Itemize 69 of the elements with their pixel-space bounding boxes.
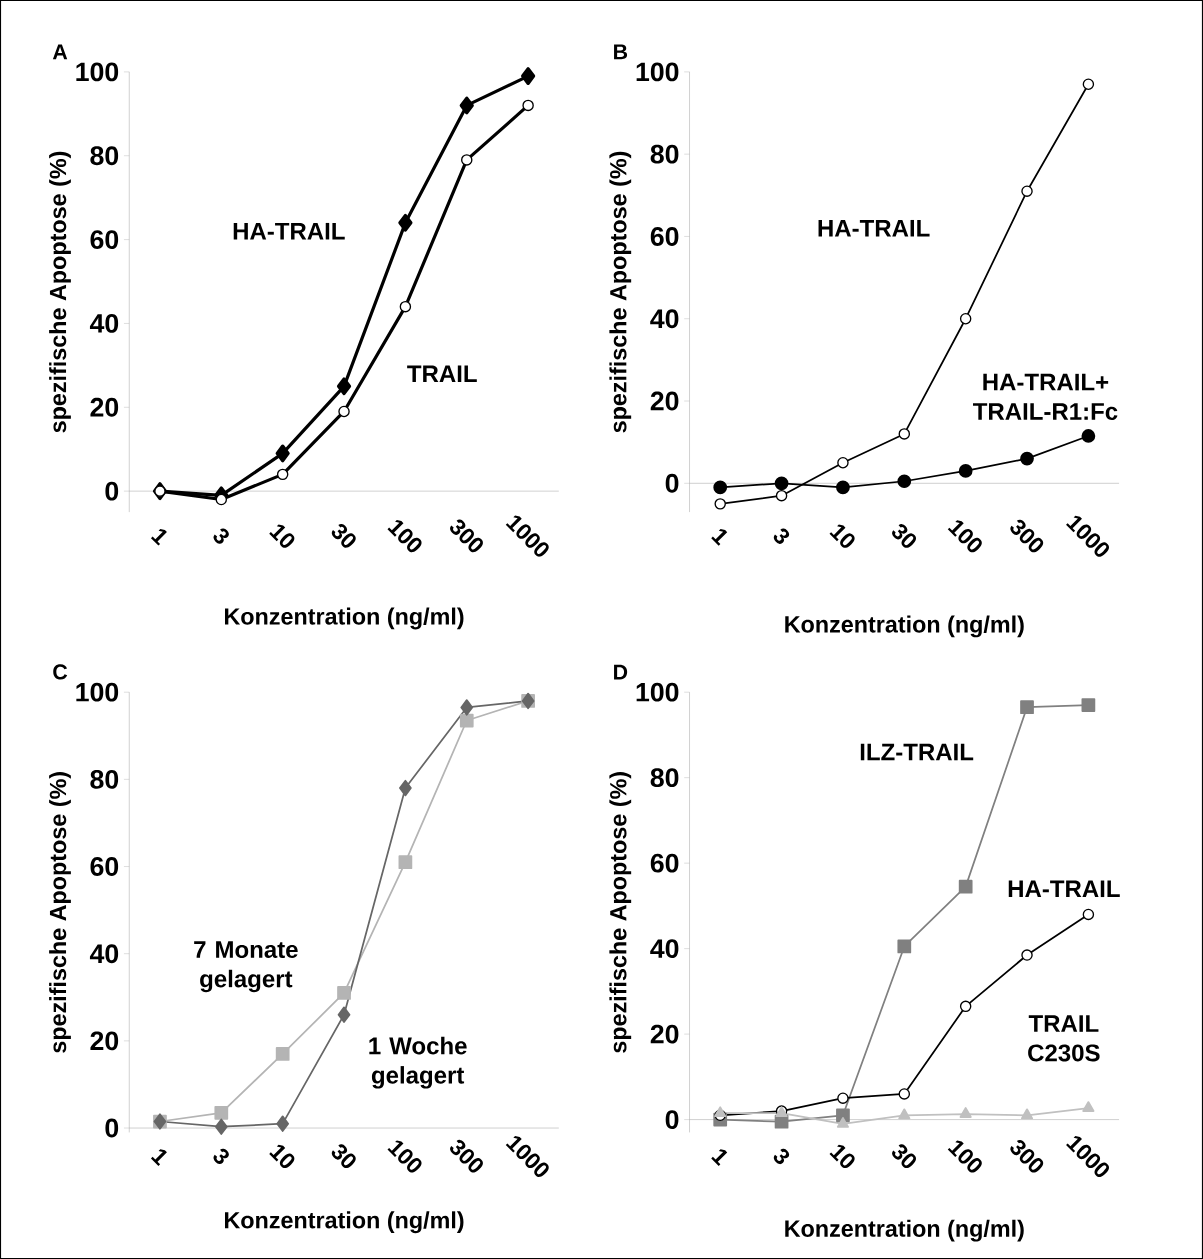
x-tick-label: 300 bbox=[1010, 519, 1044, 553]
chart-title: A bbox=[52, 44, 68, 60]
x-tick-label: 3 bbox=[773, 528, 790, 544]
x-tick-label: 30 bbox=[892, 1144, 917, 1169]
y-tick-label: 20 bbox=[90, 1031, 119, 1051]
series-label: HA-TRAIL+ TRAIL-R1:Fc bbox=[973, 373, 1118, 420]
x-tick-label: 100 bbox=[947, 1140, 982, 1173]
y-tick-label: 40 bbox=[650, 309, 679, 329]
x-axis-title: Konzentration (ng/ml) bbox=[225, 1211, 464, 1234]
y-axis-title: spezifische Apoptose (%) bbox=[49, 151, 71, 433]
y-tick-label: 100 bbox=[76, 682, 119, 702]
y-tick-label: 20 bbox=[650, 1024, 679, 1044]
x-axis-title: Konzentration (ng/ml) bbox=[785, 615, 1024, 638]
y-tick-label: 80 bbox=[650, 768, 679, 788]
chart-title: B bbox=[614, 44, 628, 60]
y-axis-title: spezifische Apoptose (%) bbox=[609, 151, 632, 433]
y-tick-label: 60 bbox=[650, 853, 679, 873]
x-tick-label: 3 bbox=[773, 1148, 790, 1165]
y-tick-label: 100 bbox=[636, 682, 679, 702]
y-tick-label: 0 bbox=[105, 1118, 119, 1138]
x-tick-label: 10 bbox=[829, 524, 855, 548]
y-tick-label: 40 bbox=[89, 944, 119, 964]
series-label: ILZ-TRAIL bbox=[860, 743, 974, 761]
x-axis-title: Konzentration (ng/ml) bbox=[225, 607, 464, 630]
x-tick-label: 3 bbox=[213, 1148, 229, 1165]
series-label: 1 Woche gelagert bbox=[369, 1036, 467, 1089]
y-tick-label: 80 bbox=[650, 144, 679, 164]
x-tick-label: 3 bbox=[213, 528, 229, 544]
series-label: TRAIL C230S bbox=[1028, 1015, 1100, 1062]
y-axis-title: spezifische Apoptose (%) bbox=[609, 772, 632, 1053]
x-tick-label: 10 bbox=[269, 1144, 295, 1169]
x-tick-label: 30 bbox=[331, 1144, 356, 1169]
x-axis-title: Konzentration (ng/ml) bbox=[785, 1219, 1024, 1242]
y-tick-label: 20 bbox=[90, 397, 119, 417]
y-tick-label: 40 bbox=[89, 314, 119, 333]
x-tick-label: 1 bbox=[150, 528, 167, 546]
y-tick-label: 0 bbox=[105, 481, 119, 501]
y-tick-label: 0 bbox=[665, 1110, 679, 1130]
x-tick-label: 30 bbox=[892, 524, 917, 548]
chart-title: D bbox=[614, 664, 628, 680]
series-label: HA-TRAIL bbox=[1008, 880, 1120, 898]
x-tick-label: 30 bbox=[331, 524, 356, 548]
x-tick-label: 1 bbox=[711, 1149, 728, 1166]
y-tick-label: 60 bbox=[90, 857, 119, 876]
y-tick-label: 60 bbox=[90, 230, 119, 250]
x-tick-label: 300 bbox=[450, 1139, 483, 1173]
chart-title: C bbox=[53, 664, 68, 680]
x-tick-label: 1 bbox=[711, 529, 728, 546]
y-axis-title: spezifische Apoptose (%) bbox=[49, 772, 71, 1053]
x-tick-label: 10 bbox=[269, 524, 295, 548]
y-tick-label: 0 bbox=[665, 473, 679, 493]
y-tick-label: 60 bbox=[650, 227, 679, 246]
series-label: TRAIL bbox=[407, 365, 477, 383]
x-tick-label: 100 bbox=[387, 1140, 422, 1173]
x-tick-label: 10 bbox=[829, 1144, 855, 1169]
x-tick-label: 100 bbox=[387, 520, 422, 553]
y-tick-label: 80 bbox=[90, 146, 119, 166]
y-tick-label: 100 bbox=[636, 62, 679, 82]
y-tick-label: 100 bbox=[76, 62, 119, 82]
text: HA-TRAIL bbox=[233, 222, 345, 240]
y-tick-label: 80 bbox=[90, 769, 119, 789]
series-label: 7 Monate gelagert bbox=[194, 941, 298, 993]
x-tick-label: 300 bbox=[1010, 1139, 1044, 1173]
x-tick-label: 300 bbox=[450, 519, 483, 553]
y-tick-label: 40 bbox=[650, 939, 679, 959]
y-tick-label: 20 bbox=[650, 391, 679, 411]
x-tick-label: 1 bbox=[150, 1149, 167, 1166]
text: HA-TRAIL bbox=[818, 219, 930, 237]
x-tick-label: 100 bbox=[947, 520, 982, 553]
